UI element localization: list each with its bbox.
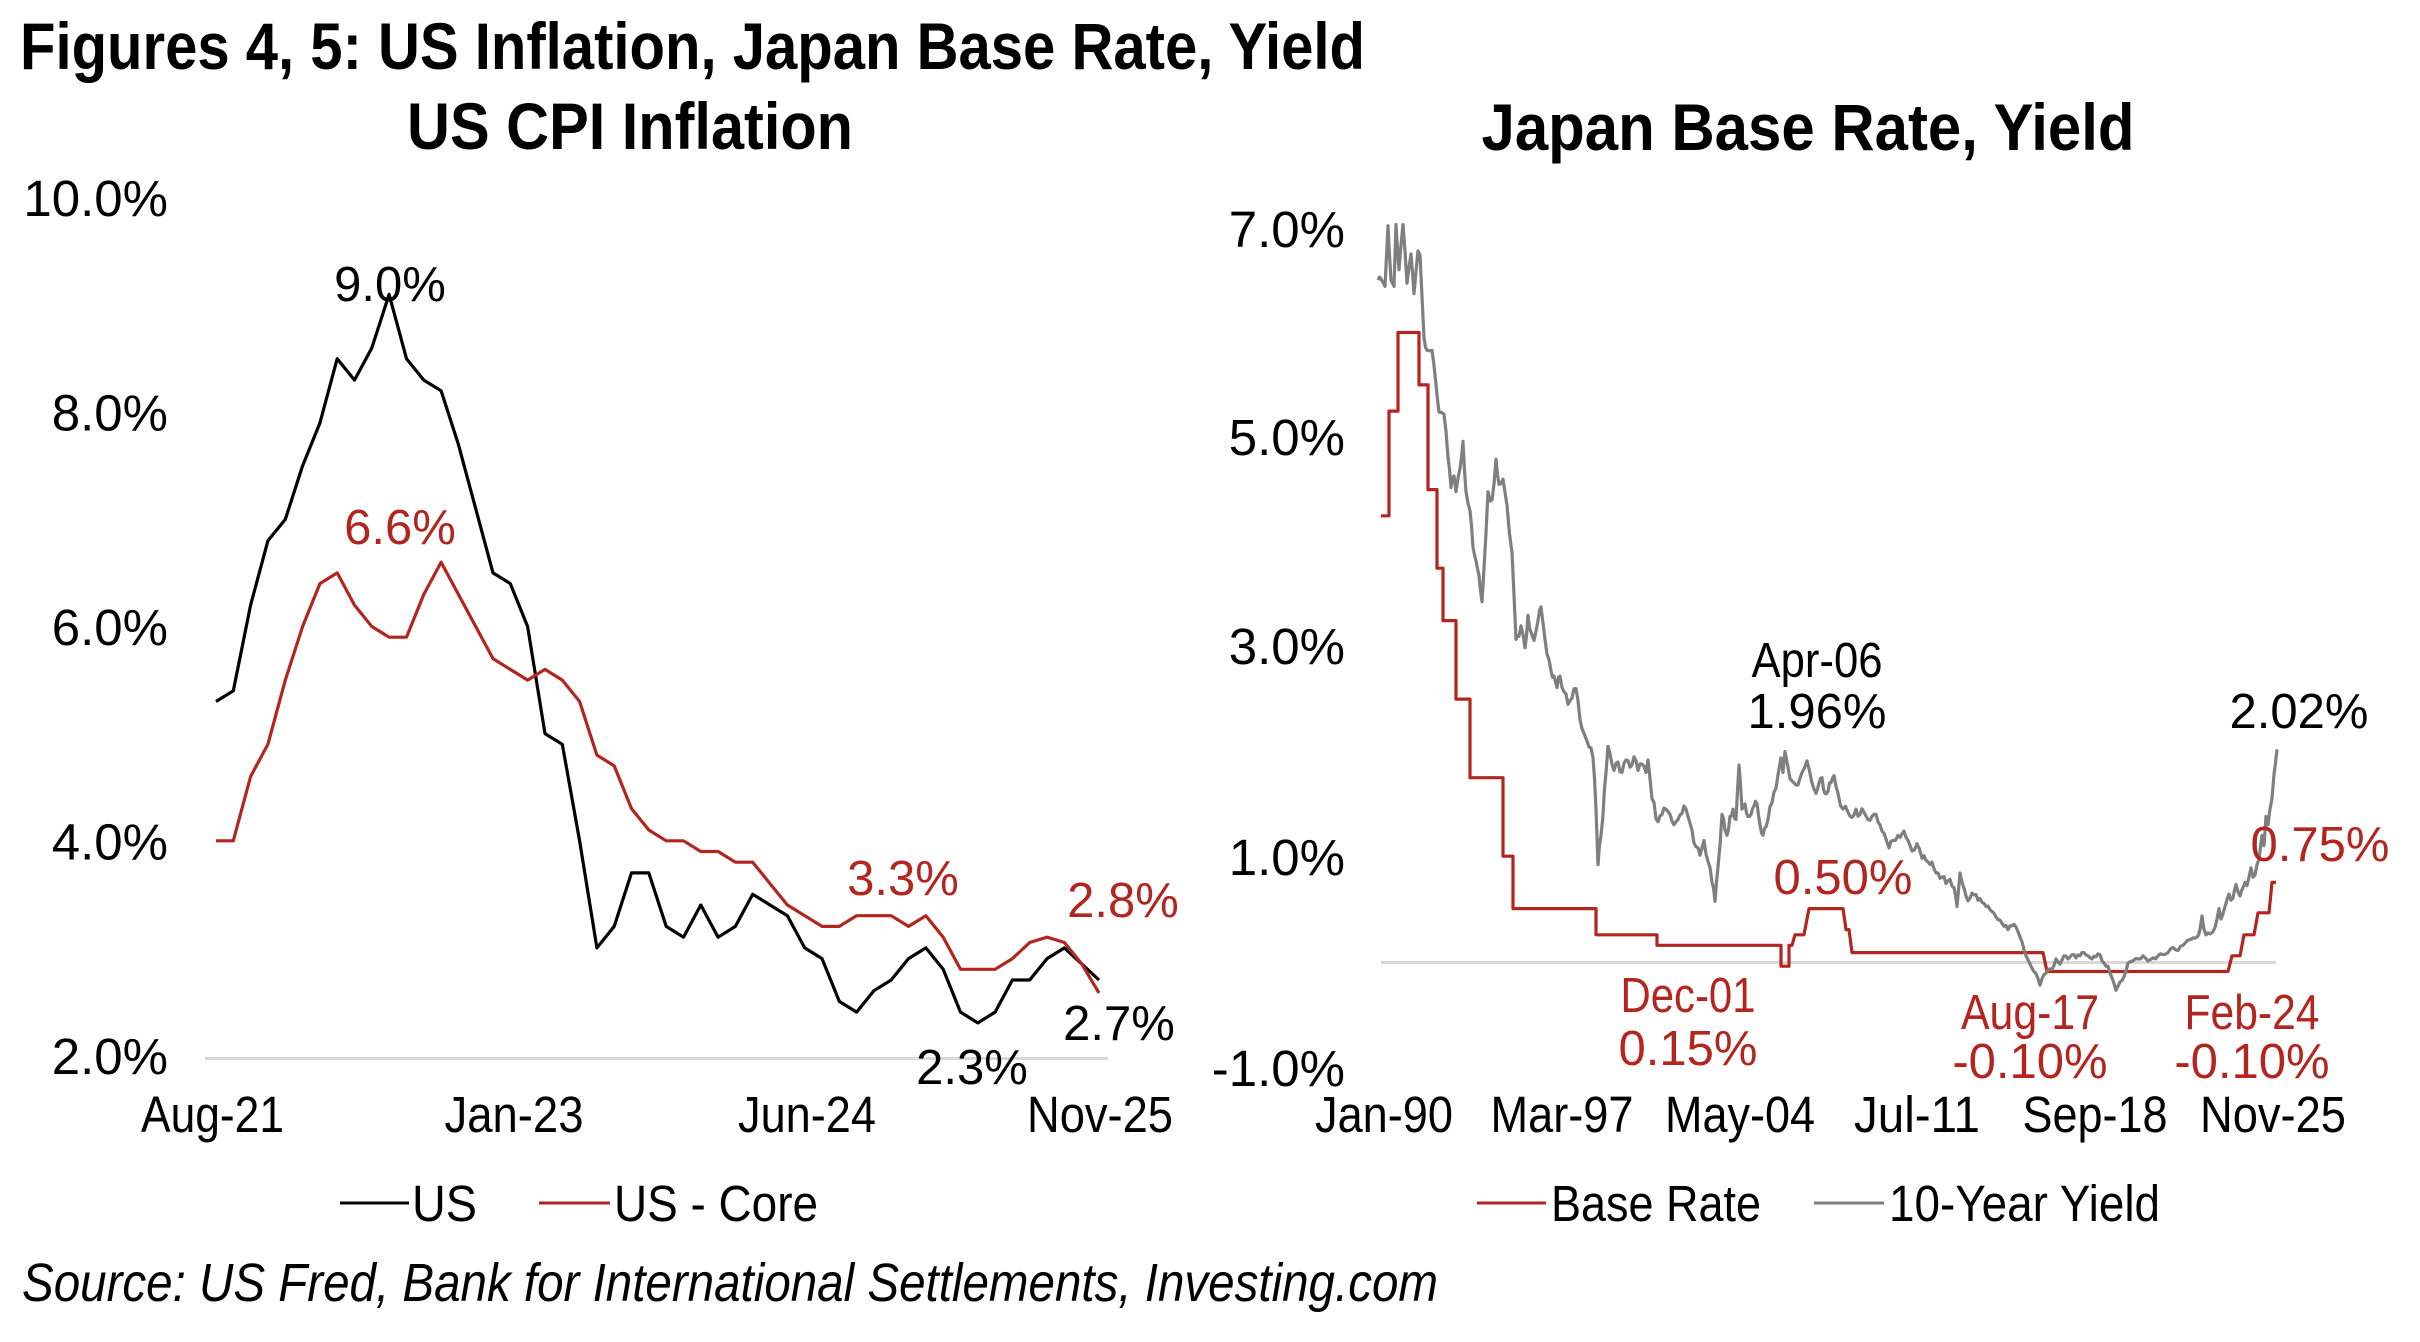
svg-text:-0.10%: -0.10% [1952,1035,2107,1089]
svg-text:-0.10%: -0.10% [2174,1035,2329,1089]
svg-text:Dec-01: Dec-01 [1621,969,1756,1023]
svg-text:US CPI Inflation: US CPI Inflation [407,89,853,163]
svg-text:1.96%: 1.96% [1748,685,1887,739]
svg-text:Nov-25: Nov-25 [1027,1086,1173,1143]
svg-text:Jun-24: Jun-24 [738,1086,876,1143]
svg-text:10-Year Yield: 10-Year Yield [1889,1175,2160,1232]
svg-text:-1.0%: -1.0% [1212,1040,1345,1097]
svg-text:Mar-97: Mar-97 [1491,1086,1634,1143]
svg-text:2.8%: 2.8% [1067,874,1179,928]
svg-text:Aug-21: Aug-21 [141,1086,284,1143]
svg-text:2.3%: 2.3% [916,1041,1028,1095]
svg-text:0.15%: 0.15% [1619,1022,1758,1076]
svg-text:10.0%: 10.0% [23,170,168,227]
svg-text:Sep-18: Sep-18 [2023,1086,2168,1143]
svg-text:Jan-23: Jan-23 [445,1086,584,1143]
svg-text:3.3%: 3.3% [847,852,959,906]
svg-text:0.50%: 0.50% [1774,851,1913,905]
svg-text:4.0%: 4.0% [52,814,168,871]
svg-text:8.0%: 8.0% [52,385,168,442]
svg-text:Japan Base Rate, Yield: Japan Base Rate, Yield [1482,90,2135,164]
svg-text:9.0%: 9.0% [334,258,446,312]
svg-text:May-04: May-04 [1665,1086,1815,1143]
svg-text:US - Core: US - Core [614,1175,818,1232]
svg-text:Figures 4, 5: US Inflation, Ja: Figures 4, 5: US Inflation, Japan Base R… [20,9,1365,83]
svg-text:0.75%: 0.75% [2251,818,2390,872]
svg-text:2.02%: 2.02% [2230,685,2369,739]
svg-text:Nov-25: Nov-25 [2200,1086,2346,1143]
svg-text:2.0%: 2.0% [52,1028,168,1085]
svg-text:US: US [412,1175,477,1232]
svg-text:3.0%: 3.0% [1229,618,1345,675]
svg-text:5.0%: 5.0% [1229,409,1345,466]
svg-text:Feb-24: Feb-24 [2185,986,2320,1040]
svg-text:Jul-11: Jul-11 [1854,1086,1980,1143]
svg-text:Base Rate: Base Rate [1551,1175,1761,1232]
svg-text:6.6%: 6.6% [344,501,456,555]
svg-text:2.7%: 2.7% [1063,997,1175,1051]
svg-text:7.0%: 7.0% [1229,201,1345,258]
svg-text:6.0%: 6.0% [52,599,168,656]
svg-text:Aug-17: Aug-17 [1961,986,2099,1040]
svg-text:Jan-90: Jan-90 [1315,1086,1453,1143]
svg-text:1.0%: 1.0% [1229,829,1345,886]
svg-text:Source: US Fred, Bank for Inte: Source: US Fred, Bank for International … [22,1253,1438,1313]
svg-text:Apr-06: Apr-06 [1752,634,1883,688]
